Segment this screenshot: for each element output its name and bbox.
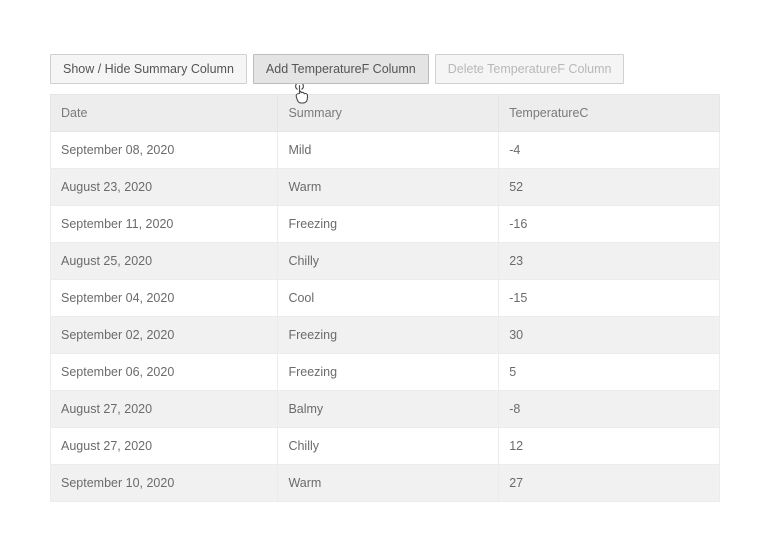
table-cell: Freezing	[278, 354, 499, 391]
add-tempf-button[interactable]: Add TemperatureF Column	[253, 54, 429, 84]
table-cell: September 04, 2020	[51, 280, 278, 317]
toolbar: Show / Hide Summary Column Add Temperatu…	[50, 54, 720, 84]
table-row: September 08, 2020Mild-4	[51, 132, 720, 169]
col-header-date: Date	[51, 95, 278, 132]
toggle-summary-button[interactable]: Show / Hide Summary Column	[50, 54, 247, 84]
table-row: September 02, 2020Freezing30	[51, 317, 720, 354]
col-header-tempc: TemperatureC	[499, 95, 720, 132]
forecast-table: Date Summary TemperatureC September 08, …	[50, 94, 720, 502]
table-cell: August 25, 2020	[51, 243, 278, 280]
table-cell: Freezing	[278, 317, 499, 354]
table-cell: 23	[499, 243, 720, 280]
table-cell: Warm	[278, 465, 499, 502]
table-cell: Mild	[278, 132, 499, 169]
table-cell: Cool	[278, 280, 499, 317]
table-cell: 30	[499, 317, 720, 354]
table-cell: -16	[499, 206, 720, 243]
table-cell: 5	[499, 354, 720, 391]
table-cell: Chilly	[278, 243, 499, 280]
table-cell: September 10, 2020	[51, 465, 278, 502]
table-cell: August 23, 2020	[51, 169, 278, 206]
table-header-row: Date Summary TemperatureC	[51, 95, 720, 132]
table-row: August 25, 2020Chilly23	[51, 243, 720, 280]
table-cell: -15	[499, 280, 720, 317]
table-row: August 27, 2020Chilly12	[51, 428, 720, 465]
table-cell: Chilly	[278, 428, 499, 465]
table-cell: September 11, 2020	[51, 206, 278, 243]
table-row: August 27, 2020Balmy-8	[51, 391, 720, 428]
table-cell: September 08, 2020	[51, 132, 278, 169]
table-cell: Freezing	[278, 206, 499, 243]
table-row: September 06, 2020Freezing5	[51, 354, 720, 391]
table-cell: -8	[499, 391, 720, 428]
delete-tempf-button: Delete TemperatureF Column	[435, 54, 625, 84]
table-row: September 11, 2020Freezing-16	[51, 206, 720, 243]
table-cell: 12	[499, 428, 720, 465]
table-cell: August 27, 2020	[51, 428, 278, 465]
table-row: September 10, 2020Warm27	[51, 465, 720, 502]
table-row: August 23, 2020Warm52	[51, 169, 720, 206]
col-header-summary: Summary	[278, 95, 499, 132]
table-cell: -4	[499, 132, 720, 169]
table-cell: 27	[499, 465, 720, 502]
table-row: September 04, 2020Cool-15	[51, 280, 720, 317]
table-cell: August 27, 2020	[51, 391, 278, 428]
table-cell: 52	[499, 169, 720, 206]
table-cell: September 02, 2020	[51, 317, 278, 354]
table-cell: Balmy	[278, 391, 499, 428]
table-cell: September 06, 2020	[51, 354, 278, 391]
table-cell: Warm	[278, 169, 499, 206]
